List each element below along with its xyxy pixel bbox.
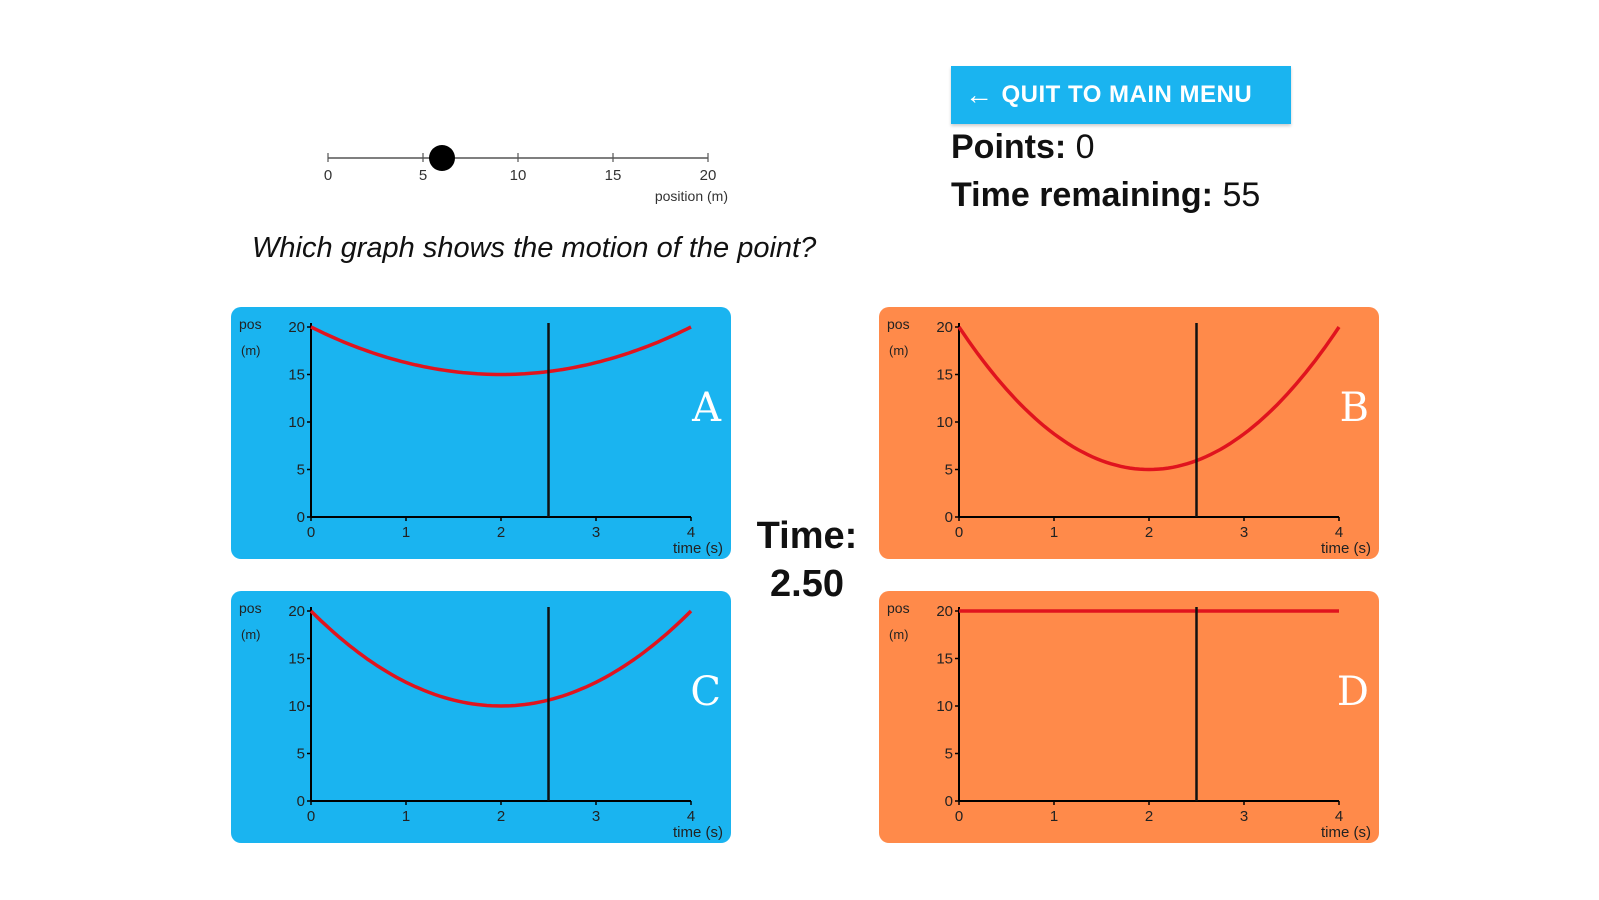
- graph-letter-c: C: [690, 669, 721, 715]
- x-tick-label: 4: [687, 808, 695, 825]
- quit-button-label: QUIT TO MAIN MENU: [1001, 81, 1253, 108]
- x-tick-label: 0: [955, 524, 963, 541]
- y-tick-label: 15: [936, 367, 953, 384]
- x-tick-label: 2: [1145, 524, 1153, 541]
- y-tick-label: 10: [936, 414, 953, 431]
- x-tick-label: 0: [955, 808, 963, 825]
- graph-option-d[interactable]: 0 5 10 15 20 0 1 2 3 4 pos (m) time (s) D: [879, 591, 1379, 843]
- position-curve: [957, 326, 1341, 472]
- x-tick-label: 2: [1145, 808, 1153, 825]
- y-tick-label: 10: [288, 698, 305, 715]
- number-line-tick-label: 15: [605, 167, 622, 184]
- number-line-tick-label: 0: [324, 167, 332, 184]
- graph-option-b[interactable]: 0 5 10 15 20 0 1 2 3 4 pos (m) time (s) B: [879, 307, 1379, 559]
- x-tick-label: 3: [592, 524, 600, 541]
- graph-option-c[interactable]: 0 5 10 15 20 0 1 2 3 4 pos (m) time (s) C: [231, 591, 731, 843]
- y-tick-label: 5: [945, 746, 953, 763]
- y-tick-label: 15: [288, 651, 305, 668]
- x-tick-label: 1: [1050, 808, 1058, 825]
- x-tick-label: 1: [1050, 524, 1058, 541]
- graph-letter-d: D: [1336, 669, 1369, 715]
- time-remaining-value: 55: [1222, 176, 1261, 214]
- points-value: 0: [1075, 128, 1095, 166]
- y-axis-unit: (m): [889, 627, 909, 642]
- y-tick-label: 20: [936, 603, 953, 620]
- points-label: Points:: [951, 128, 1067, 166]
- number-line-tick-label: 20: [700, 167, 717, 184]
- question-text: Which graph shows the motion of the poin…: [252, 232, 817, 264]
- y-tick-label: 20: [288, 319, 305, 336]
- points-display: Points: 0: [951, 128, 1095, 167]
- position-number-line: 0 5 10 15 20 position (m): [300, 130, 740, 210]
- moving-point: [429, 145, 455, 171]
- y-tick-label: 5: [945, 462, 953, 479]
- number-line-tick-label: 10: [510, 167, 527, 184]
- x-tick-label: 3: [1240, 524, 1248, 541]
- position-curve: [309, 609, 693, 708]
- y-tick-label: 10: [288, 414, 305, 431]
- number-line-axis-label: position (m): [655, 188, 728, 204]
- y-tick-label: 5: [297, 746, 305, 763]
- y-tick-label: 5: [297, 462, 305, 479]
- x-tick-label: 4: [1335, 524, 1343, 541]
- time-value: 2.50: [770, 563, 844, 605]
- x-tick-label: 0: [307, 808, 315, 825]
- y-axis-label: pos: [887, 600, 910, 616]
- x-axis-label: time (s): [673, 824, 723, 841]
- y-tick-label: 0: [945, 793, 953, 810]
- x-tick-label: 1: [402, 808, 410, 825]
- graph-letter-a: A: [692, 385, 721, 431]
- time-remaining-label: Time remaining:: [951, 176, 1213, 214]
- x-tick-label: 2: [497, 524, 505, 541]
- y-axis-label: pos: [239, 316, 262, 332]
- y-axis-label: pos: [887, 316, 910, 332]
- position-curve: [310, 325, 692, 377]
- x-axis-label: time (s): [1321, 540, 1371, 557]
- x-tick-label: 3: [592, 808, 600, 825]
- x-tick-label: 3: [1240, 808, 1248, 825]
- y-tick-label: 0: [297, 793, 305, 810]
- number-line-svg: 0 5 10 15 20 position (m): [324, 145, 728, 204]
- x-tick-label: 2: [497, 808, 505, 825]
- y-tick-label: 20: [936, 319, 953, 336]
- time-label: Time:: [756, 515, 858, 557]
- arrow-left-icon: ←: [965, 79, 994, 110]
- y-axis-label: pos: [239, 600, 262, 616]
- number-line-tick-label: 5: [419, 167, 427, 184]
- graph-d-svg: 0 5 10 15 20 0 1 2 3 4 pos (m) time (s): [887, 600, 1371, 841]
- graph-c-svg: 0 5 10 15 20 0 1 2 3 4 pos (m) time (s): [239, 600, 723, 841]
- y-tick-label: 0: [297, 509, 305, 526]
- y-axis-unit: (m): [889, 343, 909, 358]
- current-time-display: Time: 2.50: [747, 512, 867, 608]
- graph-b-svg: 0 5 10 15 20 0 1 2 3 4 pos (m) time (s): [887, 316, 1371, 557]
- x-tick-label: 0: [307, 524, 315, 541]
- graph-option-a[interactable]: 0 5 10 15 20 0 1 2 3 4 pos (m) time (s) A: [231, 307, 731, 559]
- time-remaining-display: Time remaining: 55: [951, 176, 1260, 215]
- y-tick-label: 0: [945, 509, 953, 526]
- graph-a-svg: 0 5 10 15 20 0 1 2 3 4 pos (m) time (s): [239, 316, 723, 557]
- quit-to-main-menu-button[interactable]: ← QUIT TO MAIN MENU: [951, 66, 1291, 124]
- x-tick-label: 1: [402, 524, 410, 541]
- x-tick-label: 4: [687, 524, 695, 541]
- y-axis-unit: (m): [241, 627, 261, 642]
- y-tick-label: 10: [936, 698, 953, 715]
- graph-letter-b: B: [1339, 385, 1369, 431]
- y-tick-label: 15: [936, 651, 953, 668]
- x-axis-label: time (s): [673, 540, 723, 557]
- x-axis-label: time (s): [1321, 824, 1371, 841]
- x-tick-label: 4: [1335, 808, 1343, 825]
- y-tick-label: 20: [288, 603, 305, 620]
- y-tick-label: 15: [288, 367, 305, 384]
- y-axis-unit: (m): [241, 343, 261, 358]
